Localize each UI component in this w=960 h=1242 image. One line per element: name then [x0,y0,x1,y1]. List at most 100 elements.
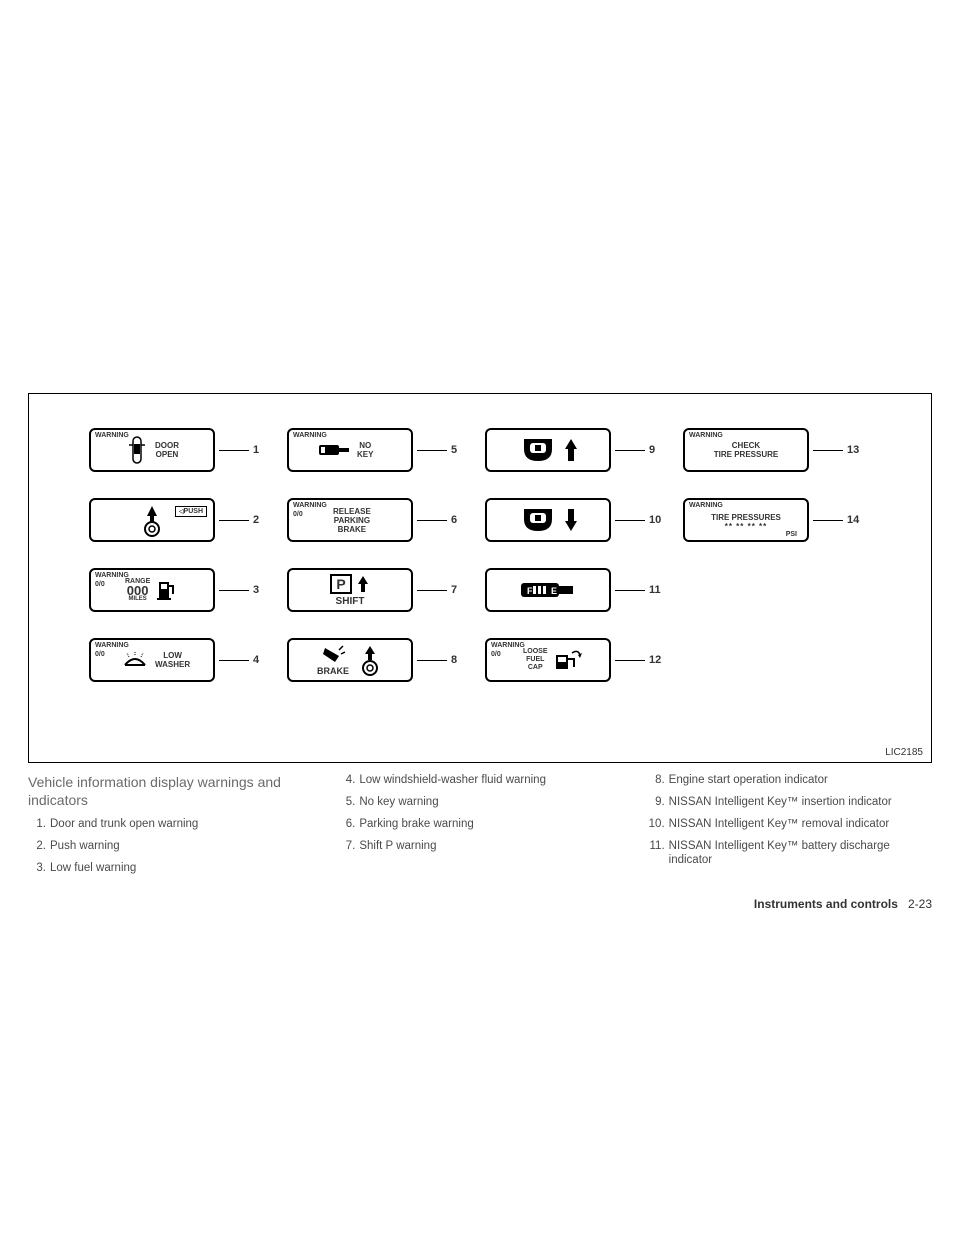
panel-brake: BRAKE [287,638,413,682]
panel-check-tire-pressure: WARNING CHECKTIRE PRESSURE [683,428,809,472]
panel-push: ◁PUSH [89,498,215,542]
sub-label: 0/0 [293,511,303,518]
foot-brake-icon [321,644,345,664]
leader-line [615,450,645,451]
leader-line [615,660,645,661]
up-arrow-icon [564,437,578,463]
panel-number: 2 [253,514,267,526]
p-box: P [330,574,351,594]
warning-label: WARNING [95,642,129,649]
panel-low-washer: WARNING 0/0 LOWWASHER [89,638,215,682]
figure-col-3: 9 10 FE 11 WARNI [485,424,663,704]
push-button-icon [357,642,383,678]
leader-line [615,590,645,591]
figure-col-1: WARNING DOOROPEN 1 ◁PUSH 2 [89,424,267,704]
list-1: 1.Door and trunk open warning 2.Push war… [28,817,313,875]
panel-number: 14 [847,514,861,526]
fuel-text: FUEL [526,656,544,663]
panel-row-13: WARNING CHECKTIRE PRESSURE 13 [683,424,861,476]
door-text: DOOR [155,441,179,450]
panel-low-fuel: WARNING 0/0 RANGE 000 MILES [89,568,215,612]
tire-pressures-label: TIRE PRESSURES [685,513,807,522]
panel-number: 7 [451,584,465,596]
panel-key-battery: FE [485,568,611,612]
leader-line [219,450,249,451]
brake-text: BRAKE [338,525,366,534]
sub-label: 0/0 [95,581,105,588]
key-slot-icon [518,433,558,467]
panel-number: 6 [451,514,465,526]
panel-tire-pressures: WARNING TIRE PRESSURES ** ** ** ** PSI [683,498,809,542]
warning-label: WARNING [689,432,723,439]
list-item: 8.Engine start operation indicator [647,773,932,787]
warning-label: WARNING [95,572,129,579]
panel-number: 9 [649,444,663,456]
key-icon [317,441,351,459]
panel-row-7: P SHIFT 7 [287,564,465,616]
key-battery-icon: FE [513,577,583,603]
panel-row-9: 9 [485,424,663,476]
check-text: CHECK [732,441,760,450]
fuel-pump-icon [156,578,178,602]
stars-text: ** ** ** ** [685,522,807,531]
panel-number: 3 [253,584,267,596]
warning-label: WARNING [293,432,327,439]
panel-shift-p: P SHIFT [287,568,413,612]
text-columns: Vehicle information display warnings and… [28,773,932,883]
miles-label: MILES [125,595,150,604]
washer-icon [121,649,149,671]
panel-row-6: WARNING 0/0 RELEASEPARKINGBRAKE 6 [287,494,465,546]
panel-row-4: WARNING 0/0 LOWWASHER 4 [89,634,267,686]
key-text: KEY [357,450,373,459]
panel-key-remove [485,498,611,542]
leader-line [417,520,447,521]
leader-line [813,520,843,521]
panel-number: 11 [649,584,663,596]
leader-line [219,660,249,661]
fuel-cap-icon [552,647,582,673]
panel-row-14: WARNING TIRE PRESSURES ** ** ** ** PSI 1… [683,494,861,546]
list-2: 4.Low windshield-washer fluid warning 5.… [337,773,622,853]
up-arrow-icon [356,574,370,594]
page-footer: Instruments and controls 2-23 [28,897,932,911]
leader-line [417,660,447,661]
footer-section: Instruments and controls [754,897,898,911]
leader-line [219,590,249,591]
section-title: Vehicle information display warnings and… [28,773,313,809]
page-content: WARNING DOOROPEN 1 ◁PUSH 2 [28,393,932,911]
cap-text: CAP [528,664,543,671]
e-label: E [551,586,557,596]
f-label: F [527,586,533,596]
panel-key-insert [485,428,611,472]
panel-number: 10 [649,514,663,526]
sub-label: 0/0 [95,651,105,658]
list-item: 7.Shift P warning [337,839,622,853]
panel-number: 13 [847,444,861,456]
warning-label: WARNING [95,432,129,439]
tire-pressure-text: TIRE PRESSURE [714,450,778,459]
washer-text: WASHER [155,660,190,669]
panel-row-3: WARNING 0/0 RANGE 000 MILES 3 [89,564,267,616]
low-text: LOW [163,651,182,660]
panel-door-open: WARNING DOOROPEN [89,428,215,472]
no-text: NO [359,441,371,450]
warning-label: WARNING [293,502,327,509]
text-col-2: 4.Low windshield-washer fluid warning 5.… [337,773,622,883]
warning-label: WARNING [689,502,723,509]
shift-label: SHIFT [330,596,369,607]
warning-indicators-figure: WARNING DOOROPEN 1 ◁PUSH 2 [28,393,932,763]
panel-number: 1 [253,444,267,456]
text-col-1: Vehicle information display warnings and… [28,773,313,883]
panel-parking-brake: WARNING 0/0 RELEASEPARKINGBRAKE [287,498,413,542]
list-item: 11.NISSAN Intelligent Key™ battery disch… [647,839,932,867]
list-item: 3.Low fuel warning [28,861,313,875]
list-3: 8.Engine start operation indicator 9.NIS… [647,773,932,867]
leader-line [417,450,447,451]
panel-row-8: BRAKE 8 [287,634,465,686]
leader-line [615,520,645,521]
leader-line [417,590,447,591]
sub-label: 0/0 [491,651,501,658]
panel-number: 4 [253,654,267,666]
panel-number: 8 [451,654,465,666]
parking-text: PARKING [334,516,370,525]
